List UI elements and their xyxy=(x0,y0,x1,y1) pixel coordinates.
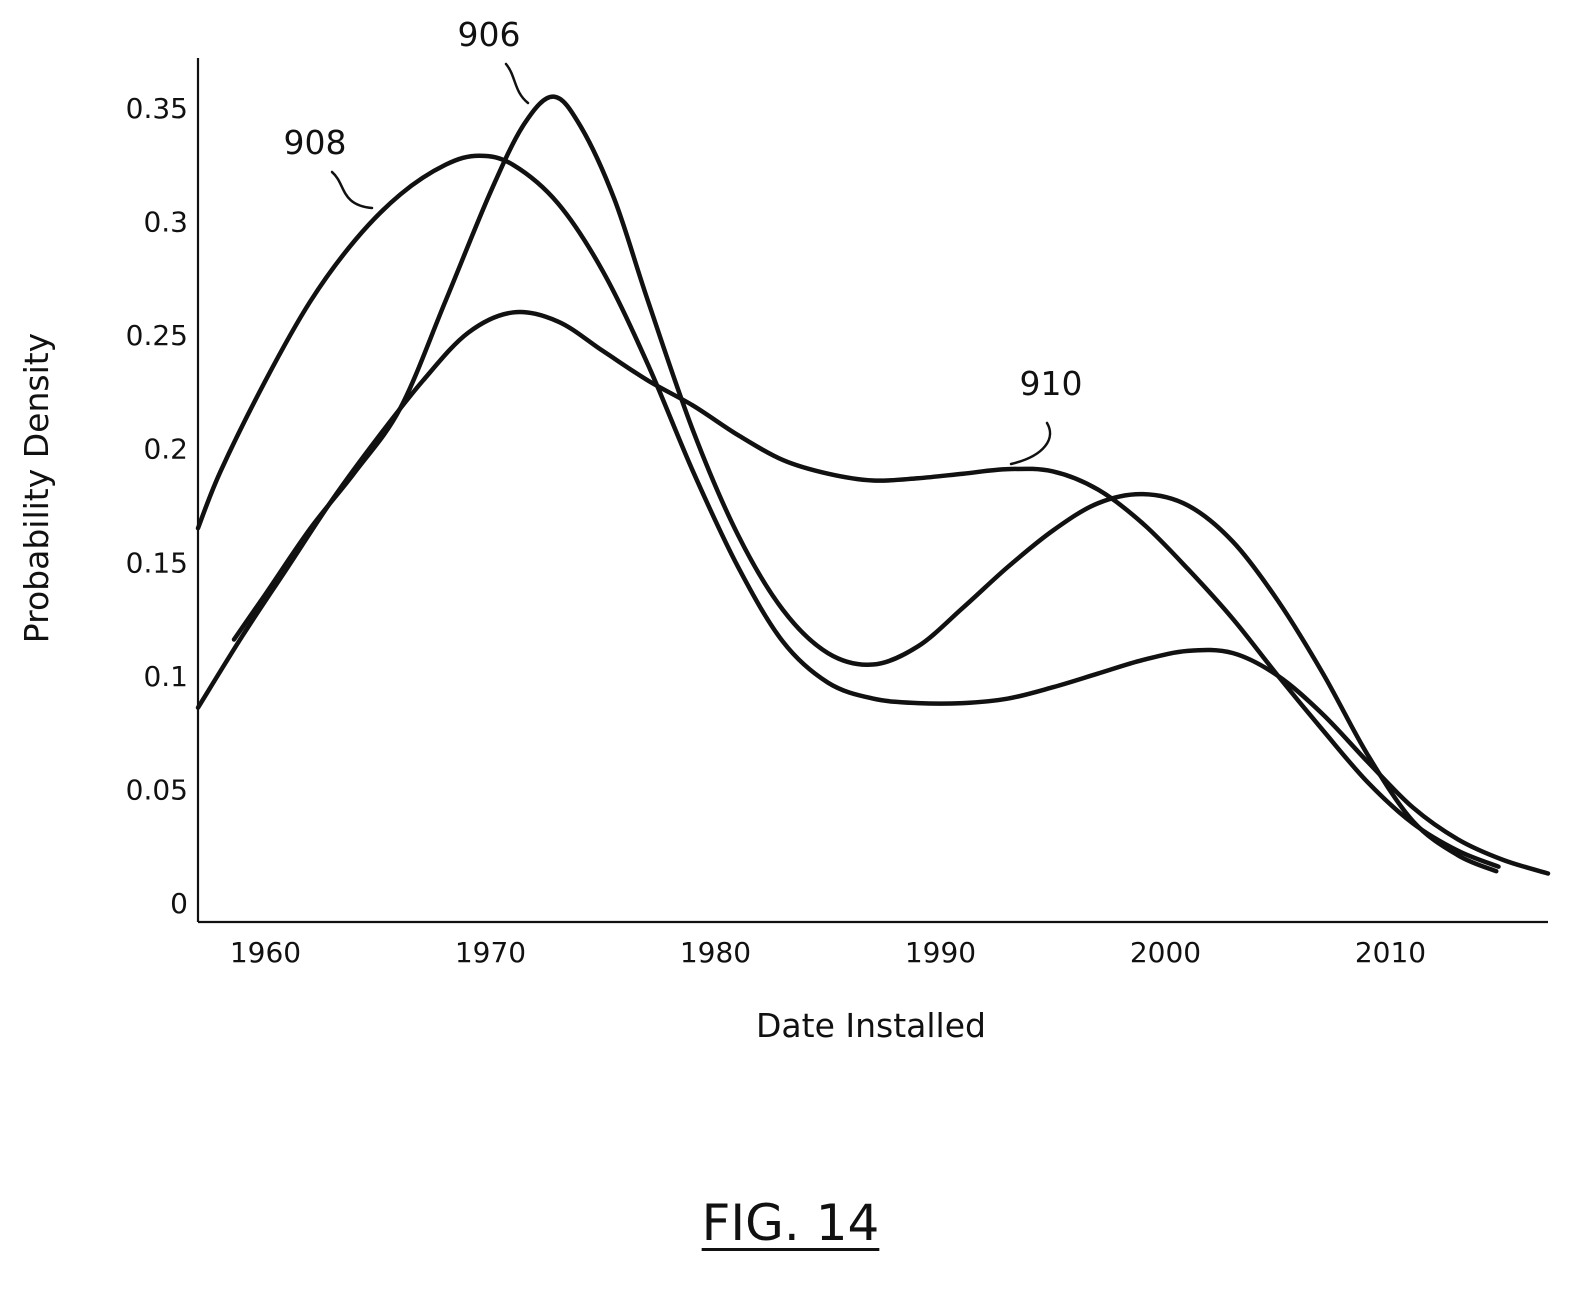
reference-label-910: 910 xyxy=(1020,364,1083,403)
x-tick-label: 1980 xyxy=(680,936,751,969)
y-tick-label: 0.2 xyxy=(143,433,188,466)
y-tick-label: 0.05 xyxy=(126,773,188,806)
y-tick-label: 0.15 xyxy=(126,546,188,579)
reference-annotations: 906 908 910 xyxy=(284,15,1083,466)
y-tick-label: 0 xyxy=(170,887,188,920)
x-tick-label: 1970 xyxy=(455,936,526,969)
y-tick-label: 0.25 xyxy=(126,319,188,352)
y-tick-label: 0.35 xyxy=(126,92,188,125)
series-line-908 xyxy=(195,153,1551,876)
series-line-906 xyxy=(231,94,1499,874)
x-axis-title: Date Installed xyxy=(756,1006,986,1045)
x-tick-label: 1960 xyxy=(230,936,301,969)
figure-caption-text: FIG. 14 xyxy=(701,1194,880,1252)
series-lines xyxy=(195,94,1551,876)
leader-line-910 xyxy=(1009,421,1052,466)
figure-caption: FIG. 14 xyxy=(0,1198,1581,1248)
x-tick-label: 2000 xyxy=(1130,936,1201,969)
leader-line-908 xyxy=(330,170,374,210)
series-line-910 xyxy=(195,309,1501,869)
x-tick-label: 2010 xyxy=(1355,936,1426,969)
x-tick-labels: 1960 1970 1980 1990 2000 2010 xyxy=(230,936,1426,969)
y-tick-label: 0.1 xyxy=(143,660,188,693)
y-axis-title: Probability Density xyxy=(17,333,56,643)
y-tick-label: 0.3 xyxy=(143,206,188,239)
reference-label-908: 908 xyxy=(284,123,347,162)
x-tick-label: 1990 xyxy=(905,936,976,969)
axes xyxy=(196,58,1548,924)
leader-line-906 xyxy=(504,62,530,105)
reference-label-906: 906 xyxy=(458,15,521,54)
y-tick-labels: 0 0.05 0.1 0.15 0.2 0.25 0.3 0.35 xyxy=(126,92,188,920)
